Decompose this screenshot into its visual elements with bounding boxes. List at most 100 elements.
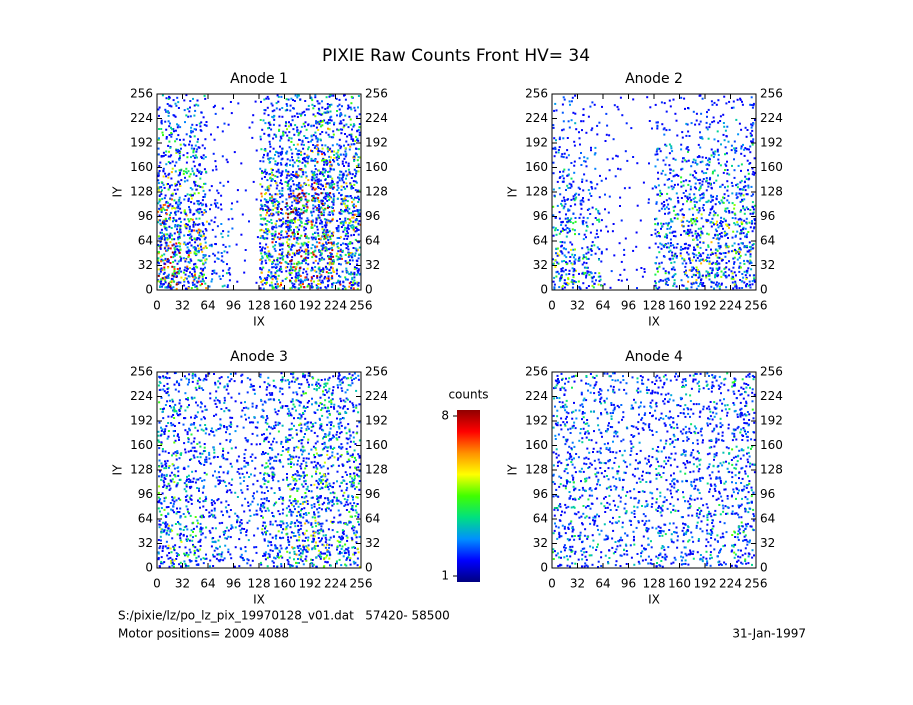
count-dot [660,261,663,264]
count-dot [297,174,300,177]
count-dot [707,108,710,111]
count-dot [263,153,265,156]
count-dot [328,122,331,124]
count-dot [712,237,715,239]
count-dot [196,237,199,239]
count-dot [279,257,282,260]
count-dot [267,229,270,232]
count-dot [185,277,188,280]
count-dot [307,241,310,244]
count-dot [670,145,673,148]
count-dot [162,167,165,170]
count-dot [709,262,712,265]
x-tick-label: 224 [324,299,347,313]
count-dot [716,237,719,240]
count-dot [216,225,219,228]
count-dot [161,269,164,272]
count-dot [705,163,708,166]
count-dot [343,228,346,231]
count-dot [650,234,653,236]
count-dot [325,160,328,162]
count-dot [210,245,213,248]
count-dot [304,195,307,198]
count-dot [208,189,211,192]
count-dot [705,274,708,277]
count-dot [594,217,597,219]
count-dot [745,193,748,196]
count-dot [722,252,725,255]
count-dot [316,178,319,181]
count-dot [162,273,165,275]
count-dot [184,121,186,124]
x-tick-label: 96 [226,299,241,313]
count-dot [354,230,357,233]
count-dot [567,187,570,189]
count-dot [205,210,207,213]
count-dot [161,285,163,288]
count-dot [173,266,176,268]
count-dot [174,140,177,143]
count-dot [680,143,683,146]
count-dot [266,237,269,240]
count-dot [726,185,729,188]
count-dot [324,275,327,278]
count-dot [321,200,324,202]
count-dot [348,282,351,285]
count-dot [186,223,189,226]
count-dot [686,233,689,235]
count-dot [281,244,284,247]
count-dot [621,114,624,117]
count-dot [680,168,683,171]
count-dot [313,171,316,173]
count-dot [702,241,705,244]
count-dot [288,227,291,230]
count-dot [164,257,167,260]
count-dot [325,218,328,221]
count-dot [331,177,334,180]
count-dot [722,122,725,124]
count-dot [214,243,217,245]
count-dot [690,199,693,202]
y-tick-label: 224 [525,111,548,125]
count-dot [356,281,359,284]
count-dot [276,94,279,97]
count-dot [298,207,300,210]
count-dot [693,176,696,179]
count-dot [202,262,204,265]
count-dot [201,280,204,283]
count-dot [694,182,697,185]
count-dot [269,184,272,187]
count-dot [327,256,330,259]
count-dot [189,140,191,143]
count-dot [203,94,206,97]
count-dot [301,169,304,172]
count-dot [279,151,282,154]
count-dot [330,255,333,258]
count-dot [565,189,567,191]
count-dot [730,277,733,280]
count-dot [318,180,321,183]
count-dot [655,286,658,289]
count-dot [583,156,586,159]
count-dot [568,269,571,272]
count-dot [693,267,695,270]
count-dot [178,200,181,203]
count-dot [356,137,359,140]
count-dot [695,236,698,239]
count-dot [686,146,689,149]
count-dot [190,230,193,233]
count-dot [733,256,736,259]
count-dot [287,225,290,228]
count-dot [326,262,329,265]
count-dot [174,248,177,251]
count-dot [323,119,326,122]
count-dot [259,160,262,163]
count-dot [301,249,303,252]
count-dot [705,218,708,221]
count-dot [662,279,665,282]
count-dot [285,122,288,125]
count-dot [673,246,675,249]
count-dot [574,217,577,219]
count-dot [723,217,726,220]
count-dot [170,177,173,180]
